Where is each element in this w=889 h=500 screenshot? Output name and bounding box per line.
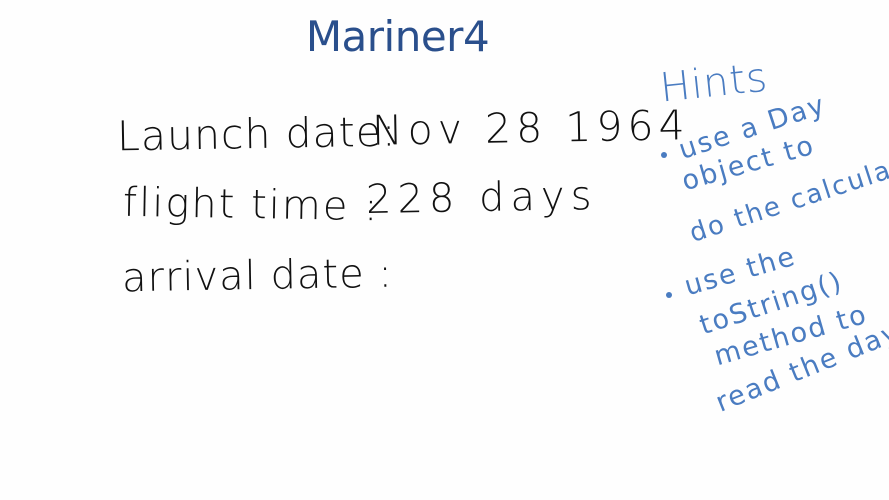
hint-bullet-1: [661, 152, 667, 158]
flight-time-label-text: flight time: [122, 179, 350, 230]
flight-time-label: flight time :: [123, 180, 380, 230]
arrival-colon: :: [378, 250, 394, 297]
arrival-date-label: arrival date :: [122, 251, 394, 302]
launch-date-value: Nov 28 1964: [371, 101, 691, 155]
hint-bullet-2: [666, 292, 672, 298]
arrival-date-label-text: arrival date: [121, 251, 366, 302]
launch-date-label: Launch date:: [117, 108, 397, 161]
flight-time-value: 228 days: [365, 172, 598, 224]
hints-heading: Hints: [657, 54, 771, 112]
launch-date-label-text: Launch date: [116, 107, 383, 161]
page-title: Mariner4: [305, 12, 490, 61]
